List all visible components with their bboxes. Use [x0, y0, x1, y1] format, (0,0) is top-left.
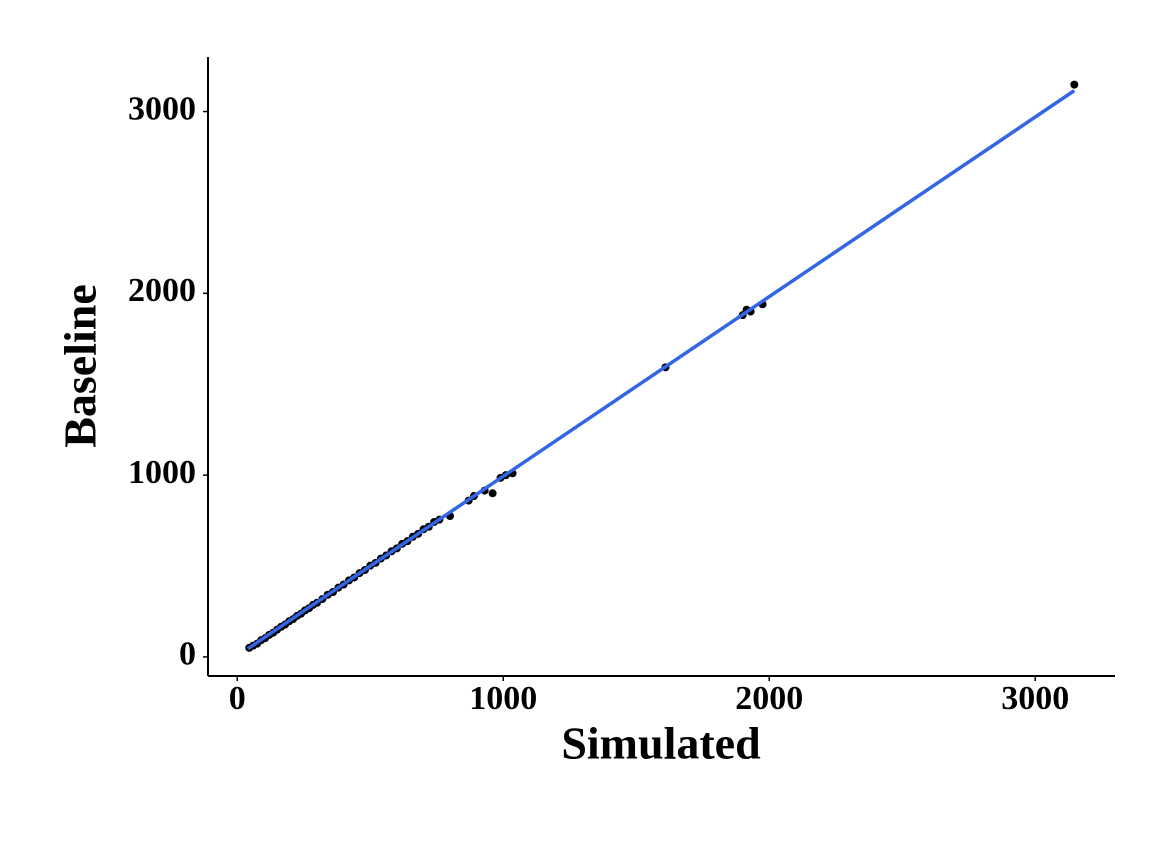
y-axis-title: Baseline — [55, 284, 106, 448]
x-tick-label: 1000 — [469, 680, 537, 717]
trend-line — [246, 89, 1076, 651]
x-tick-label: 2000 — [735, 680, 803, 717]
point — [1070, 80, 1079, 89]
point — [488, 489, 497, 498]
x-axis-title: Simulated — [561, 718, 761, 769]
y-tick-label: 2000 — [128, 272, 196, 309]
x-tick-label: 3000 — [1001, 680, 1069, 717]
y-tick-label: 0 — [179, 636, 196, 673]
y-tick-label: 1000 — [128, 454, 196, 491]
y-tick-label: 3000 — [128, 90, 196, 127]
x-tick-label: 0 — [229, 680, 246, 717]
